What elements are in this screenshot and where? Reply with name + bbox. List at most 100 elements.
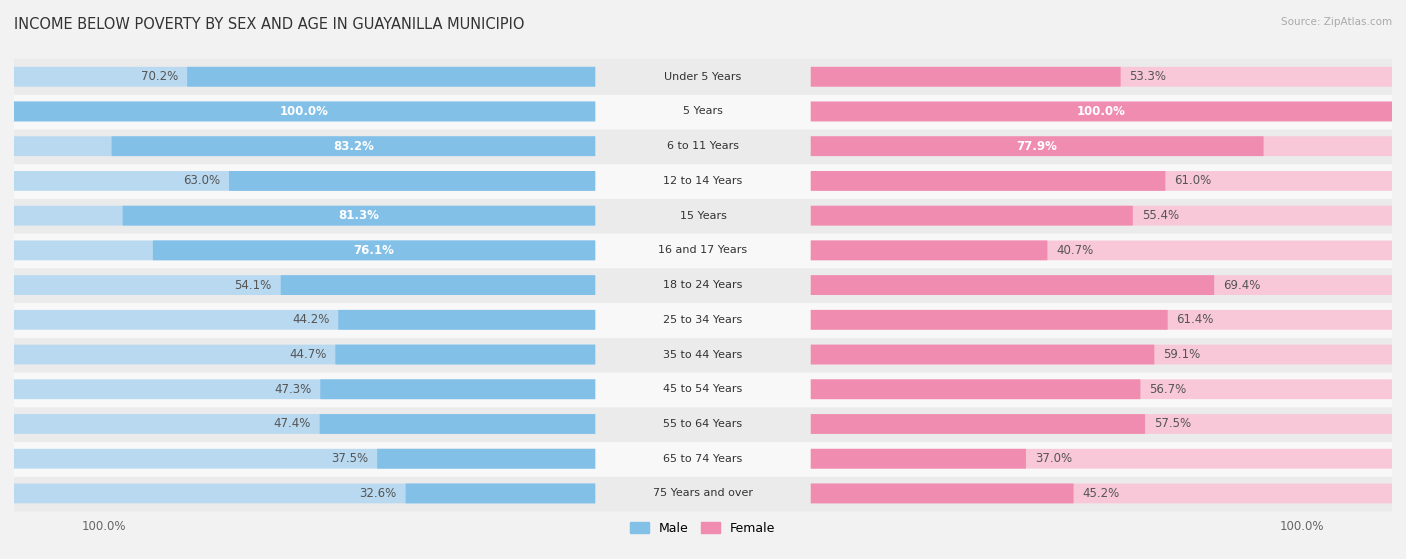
Text: 61.0%: 61.0%: [1174, 174, 1212, 187]
FancyBboxPatch shape: [14, 240, 595, 260]
Text: 59.1%: 59.1%: [1163, 348, 1201, 361]
FancyBboxPatch shape: [336, 345, 595, 364]
FancyBboxPatch shape: [122, 206, 595, 225]
FancyBboxPatch shape: [811, 380, 1140, 399]
Text: 54.1%: 54.1%: [235, 278, 271, 292]
FancyBboxPatch shape: [811, 380, 1392, 399]
Text: 47.4%: 47.4%: [273, 418, 311, 430]
FancyBboxPatch shape: [14, 484, 595, 503]
Text: 32.6%: 32.6%: [360, 487, 396, 500]
Text: 77.9%: 77.9%: [1017, 140, 1057, 153]
FancyBboxPatch shape: [811, 345, 1392, 364]
Text: Under 5 Years: Under 5 Years: [665, 72, 741, 82]
Text: 16 and 17 Years: 16 and 17 Years: [658, 245, 748, 255]
Text: 53.3%: 53.3%: [1129, 70, 1167, 83]
FancyBboxPatch shape: [339, 310, 595, 330]
FancyBboxPatch shape: [811, 484, 1392, 503]
FancyBboxPatch shape: [319, 414, 595, 434]
FancyBboxPatch shape: [811, 206, 1392, 225]
Text: Source: ZipAtlas.com: Source: ZipAtlas.com: [1281, 17, 1392, 27]
FancyBboxPatch shape: [811, 275, 1215, 295]
FancyBboxPatch shape: [811, 102, 1392, 121]
Text: 57.5%: 57.5%: [1154, 418, 1191, 430]
Text: 44.7%: 44.7%: [290, 348, 326, 361]
FancyBboxPatch shape: [14, 136, 595, 156]
Legend: Male, Female: Male, Female: [626, 517, 780, 540]
Text: 40.7%: 40.7%: [1056, 244, 1094, 257]
FancyBboxPatch shape: [14, 163, 1392, 199]
Text: 25 to 34 Years: 25 to 34 Years: [664, 315, 742, 325]
FancyBboxPatch shape: [377, 449, 595, 468]
Text: 37.0%: 37.0%: [1035, 452, 1071, 465]
FancyBboxPatch shape: [14, 102, 595, 121]
FancyBboxPatch shape: [811, 449, 1392, 468]
FancyBboxPatch shape: [14, 310, 595, 330]
FancyBboxPatch shape: [229, 171, 595, 191]
Text: 37.5%: 37.5%: [332, 452, 368, 465]
FancyBboxPatch shape: [14, 302, 1392, 338]
FancyBboxPatch shape: [14, 345, 595, 364]
FancyBboxPatch shape: [811, 310, 1168, 330]
FancyBboxPatch shape: [811, 136, 1392, 156]
FancyBboxPatch shape: [406, 484, 595, 503]
FancyBboxPatch shape: [14, 275, 595, 295]
FancyBboxPatch shape: [811, 102, 1392, 121]
FancyBboxPatch shape: [811, 449, 1026, 468]
FancyBboxPatch shape: [14, 102, 595, 121]
Text: INCOME BELOW POVERTY BY SEX AND AGE IN GUAYANILLA MUNICIPIO: INCOME BELOW POVERTY BY SEX AND AGE IN G…: [14, 17, 524, 32]
FancyBboxPatch shape: [14, 233, 1392, 268]
Text: 75 Years and over: 75 Years and over: [652, 489, 754, 499]
FancyBboxPatch shape: [111, 136, 595, 156]
Text: 47.3%: 47.3%: [274, 383, 311, 396]
FancyBboxPatch shape: [811, 345, 1154, 364]
FancyBboxPatch shape: [811, 67, 1392, 87]
FancyBboxPatch shape: [14, 128, 1392, 164]
FancyBboxPatch shape: [14, 197, 1392, 234]
FancyBboxPatch shape: [811, 171, 1166, 191]
FancyBboxPatch shape: [14, 440, 1392, 477]
FancyBboxPatch shape: [14, 337, 1392, 373]
FancyBboxPatch shape: [811, 310, 1392, 330]
FancyBboxPatch shape: [14, 371, 1392, 408]
FancyBboxPatch shape: [187, 67, 595, 87]
FancyBboxPatch shape: [14, 206, 595, 225]
FancyBboxPatch shape: [14, 267, 1392, 303]
Text: 45 to 54 Years: 45 to 54 Years: [664, 384, 742, 394]
FancyBboxPatch shape: [811, 275, 1392, 295]
Text: 65 to 74 Years: 65 to 74 Years: [664, 454, 742, 464]
Text: 63.0%: 63.0%: [183, 174, 221, 187]
Text: 69.4%: 69.4%: [1223, 278, 1261, 292]
FancyBboxPatch shape: [14, 449, 595, 468]
FancyBboxPatch shape: [811, 67, 1121, 87]
Text: 45.2%: 45.2%: [1083, 487, 1119, 500]
FancyBboxPatch shape: [811, 171, 1392, 191]
FancyBboxPatch shape: [811, 240, 1047, 260]
Text: 100.0%: 100.0%: [1077, 105, 1126, 118]
FancyBboxPatch shape: [14, 414, 595, 434]
FancyBboxPatch shape: [14, 59, 1392, 95]
FancyBboxPatch shape: [281, 275, 595, 295]
Text: 61.4%: 61.4%: [1177, 313, 1213, 326]
Text: 83.2%: 83.2%: [333, 140, 374, 153]
Text: 100.0%: 100.0%: [280, 105, 329, 118]
Text: 70.2%: 70.2%: [141, 70, 179, 83]
Text: 35 to 44 Years: 35 to 44 Years: [664, 349, 742, 359]
FancyBboxPatch shape: [14, 171, 595, 191]
Text: 81.3%: 81.3%: [339, 209, 380, 222]
FancyBboxPatch shape: [811, 414, 1144, 434]
Text: 18 to 24 Years: 18 to 24 Years: [664, 280, 742, 290]
Text: 44.2%: 44.2%: [292, 313, 329, 326]
FancyBboxPatch shape: [811, 240, 1392, 260]
FancyBboxPatch shape: [14, 67, 595, 87]
FancyBboxPatch shape: [811, 206, 1133, 225]
FancyBboxPatch shape: [811, 136, 1264, 156]
Text: 5 Years: 5 Years: [683, 106, 723, 116]
FancyBboxPatch shape: [14, 406, 1392, 442]
FancyBboxPatch shape: [811, 414, 1392, 434]
Text: 55.4%: 55.4%: [1142, 209, 1178, 222]
Text: 15 Years: 15 Years: [679, 211, 727, 221]
Text: 76.1%: 76.1%: [354, 244, 395, 257]
FancyBboxPatch shape: [14, 475, 1392, 511]
Text: 56.7%: 56.7%: [1149, 383, 1187, 396]
FancyBboxPatch shape: [153, 240, 595, 260]
